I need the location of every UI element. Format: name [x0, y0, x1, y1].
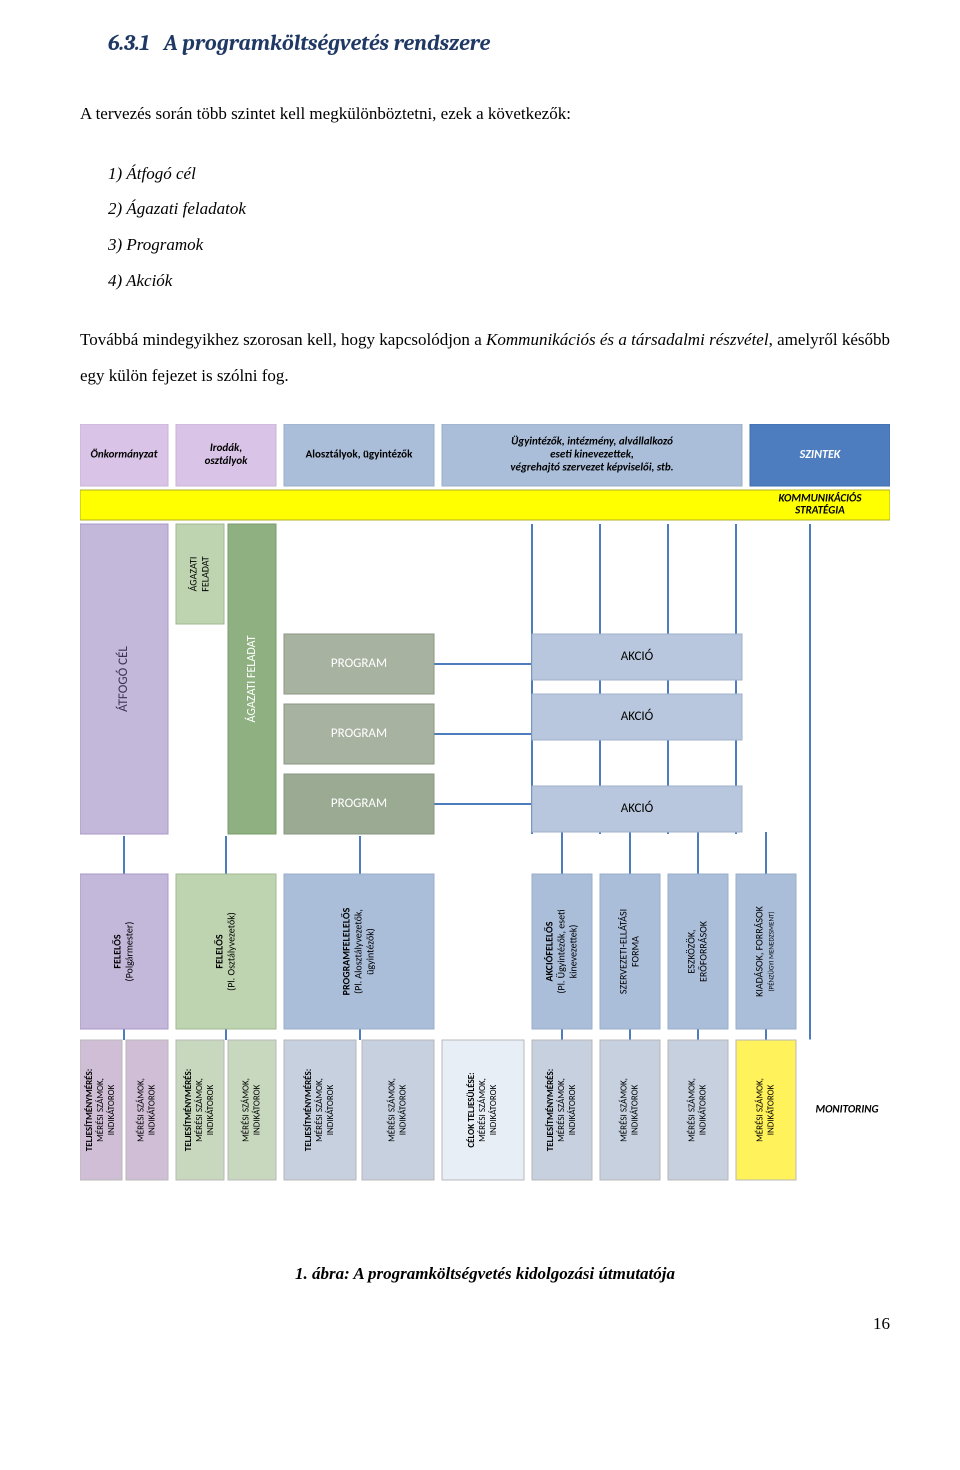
svg-text:(Polgármester): (Polgármester)	[122, 921, 135, 981]
level-list: 1) Átfogó cél 2) Ágazati feladatok 3) Pr…	[108, 156, 890, 299]
svg-text:TELJESÍTMÉNYMÉRÉS:: TELJESÍTMÉNYMÉRÉS:	[544, 1069, 556, 1151]
intro-text: A tervezés során több szintet kell megkü…	[80, 96, 890, 132]
svg-text:MÉRÉSI SZÁMOK,: MÉRÉSI SZÁMOK,	[755, 1078, 766, 1142]
svg-text:INDIKÁTOROK: INDIKÁTOROK	[147, 1084, 158, 1135]
svg-text:Alosztályok, ügyintézők: Alosztályok, ügyintézők	[306, 447, 413, 460]
svg-text:MÉRÉSI SZÁMOK,: MÉRÉSI SZÁMOK,	[194, 1078, 205, 1142]
svg-text:kinevezettek): kinevezettek)	[566, 924, 579, 978]
svg-text:INDIKÁTOROK: INDIKÁTOROK	[252, 1084, 263, 1135]
svg-text:INDIKÁTOROK: INDIKÁTOROK	[698, 1084, 709, 1135]
svg-text:(Pl. Osztályvezetők): (Pl. Osztályvezetők)	[224, 912, 237, 991]
svg-text:INDIKÁTOROK: INDIKÁTOROK	[766, 1084, 777, 1135]
diagram: Önkormányzat Irodák,osztályok Alosztályok,…	[80, 424, 890, 1204]
svg-text:eseti kinevezettek,: eseti kinevezettek,	[550, 447, 634, 460]
svg-text:CÉLOK TELJESÜLÉSE:: CÉLOK TELJESÜLÉSE:	[465, 1072, 477, 1147]
svg-text:MÉRÉSI SZÁMOK,: MÉRÉSI SZÁMOK,	[477, 1078, 488, 1142]
svg-text:végrehajtó szervezet képviselő: végrehajtó szervezet képviselői, stb.	[510, 460, 673, 473]
svg-text:MÉRÉSI SZÁMOK,: MÉRÉSI SZÁMOK,	[241, 1078, 252, 1142]
svg-text:TELJESÍTMÉNYMÉRÉS:: TELJESÍTMÉNYMÉRÉS:	[302, 1069, 314, 1151]
svg-text:MÉRÉSI SZÁMOK,: MÉRÉSI SZÁMOK,	[387, 1078, 398, 1142]
svg-text:MÉRÉSI SZÁMOK,: MÉRÉSI SZÁMOK,	[95, 1078, 106, 1142]
svg-text:Önkormányzat: Önkormányzat	[90, 447, 157, 460]
svg-text:PROGRAM: PROGRAM	[331, 656, 387, 671]
svg-text:ERŐFORRÁSOK: ERŐFORRÁSOK	[696, 920, 709, 982]
svg-text:INDIKÁTOROK: INDIKÁTOROK	[488, 1084, 499, 1135]
svg-text:AKCIÓ: AKCIÓ	[621, 649, 654, 664]
svg-text:AKCIÓ: AKCIÓ	[621, 801, 654, 816]
page-number: 16	[80, 1314, 890, 1334]
svg-text:TELJESÍTMÉNYMÉRÉS:: TELJESÍTMÉNYMÉRÉS:	[182, 1069, 194, 1151]
svg-text:FORMA: FORMA	[628, 936, 641, 967]
svg-text:ÁTFOGÓ CÉL: ÁTFOGÓ CÉL	[116, 645, 131, 711]
svg-text:INDIKÁTOROK: INDIKÁTOROK	[630, 1084, 641, 1135]
para-2: Továbbá mindegyikhez szorosan kell, hogy…	[80, 322, 890, 393]
svg-text:MÉRÉSI SZÁMOK,: MÉRÉSI SZÁMOK,	[687, 1078, 698, 1142]
figure-caption: 1. ábra: A programköltségvetés kidolgozá…	[80, 1264, 890, 1284]
svg-text:STRATÉGIA: STRATÉGIA	[794, 502, 845, 516]
svg-text:INDIKÁTOROK: INDIKÁTOROK	[325, 1084, 336, 1135]
svg-text:ÁGAZATI FELADAT: ÁGAZATI FELADAT	[244, 635, 259, 722]
svg-text:Irodák,: Irodák,	[210, 441, 242, 454]
svg-text:INDIKÁTOROK: INDIKÁTOROK	[205, 1084, 216, 1135]
svg-text:INDIKÁTOROK: INDIKÁTOROK	[106, 1084, 117, 1135]
svg-text:SZINTEK: SZINTEK	[799, 448, 842, 462]
svg-text:osztályok: osztályok	[205, 454, 249, 467]
svg-text:MÉRÉSI SZÁMOK,: MÉRÉSI SZÁMOK,	[136, 1078, 147, 1142]
svg-text:MÉRÉSI SZÁMOK,: MÉRÉSI SZÁMOK,	[619, 1078, 630, 1142]
section-title: 6.3.1 A programköltségvetés rendszere	[108, 30, 890, 56]
svg-text:KIADÁSOK, FORRÁSOK: KIADÁSOK, FORRÁSOK	[752, 905, 765, 996]
svg-text:KOMMUNIKÁCIÓS: KOMMUNIKÁCIÓS	[779, 490, 863, 504]
svg-text:ügyintézők): ügyintézők)	[363, 928, 376, 975]
svg-text:PROGRAM: PROGRAM	[331, 726, 387, 741]
svg-text:(PÉNZÜGYI MENEDZSMENT): (PÉNZÜGYI MENEDZSMENT)	[767, 911, 776, 991]
svg-text:MONITORING: MONITORING	[815, 1102, 878, 1115]
svg-text:TELJESÍTMÉNYMÉRÉS:: TELJESÍTMÉNYMÉRÉS:	[83, 1069, 95, 1151]
svg-text:INDIKÁTOROK: INDIKÁTOROK	[398, 1084, 409, 1135]
svg-text:INDIKÁTOROK: INDIKÁTOROK	[567, 1084, 578, 1135]
svg-text:FELADAT: FELADAT	[198, 556, 211, 591]
svg-text:MÉRÉSI SZÁMOK,: MÉRÉSI SZÁMOK,	[314, 1078, 325, 1142]
svg-text:AKCIÓ: AKCIÓ	[621, 709, 654, 724]
svg-text:PROGRAM: PROGRAM	[331, 796, 387, 811]
svg-text:Ügyintézők, intézmény, alválla: Ügyintézők, intézmény, alvállalkozó	[511, 434, 673, 447]
svg-text:MÉRÉSI SZÁMOK,: MÉRÉSI SZÁMOK,	[556, 1078, 567, 1142]
